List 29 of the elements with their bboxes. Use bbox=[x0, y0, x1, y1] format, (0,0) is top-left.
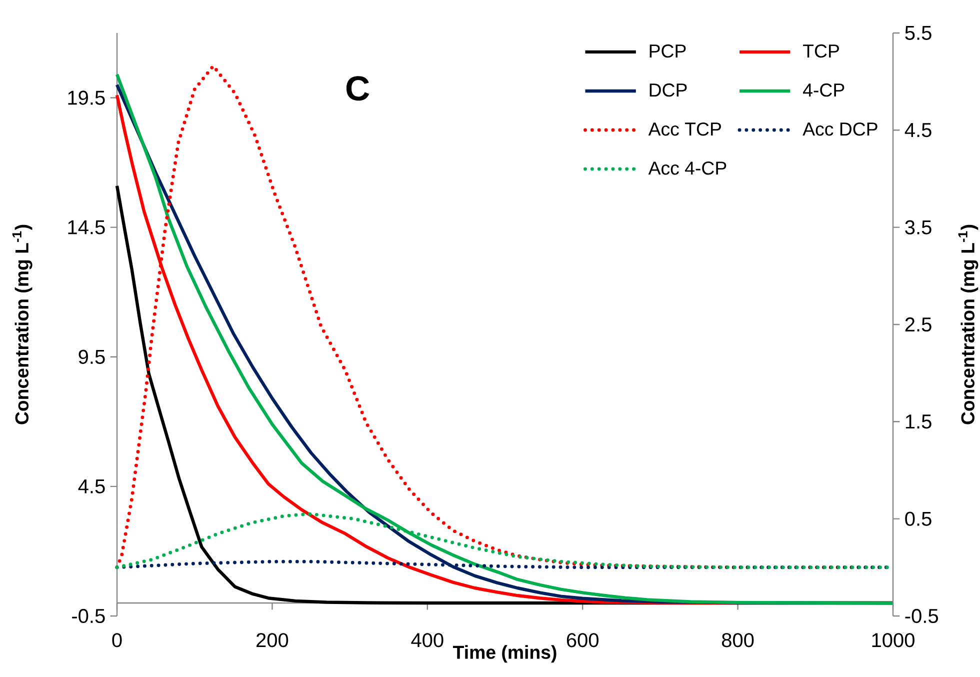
x-tick-label: 200 bbox=[256, 633, 288, 648]
y2-tick-label: 2.5 bbox=[905, 317, 932, 332]
y2-axis-title: Concentration (mg L$^{-1}$) bbox=[958, 224, 978, 424]
y-tick-label: 19.5 bbox=[68, 90, 105, 105]
legend-label: Acc TCP bbox=[648, 122, 721, 136]
x-tick-label: 0 bbox=[112, 633, 122, 648]
y2-tick-label: 0.5 bbox=[905, 512, 932, 526]
y-tick-label: 14.5 bbox=[68, 220, 105, 234]
y2-tick-label: 1.5 bbox=[906, 414, 932, 429]
legend-label: PCP bbox=[650, 44, 686, 58]
legend-label: Acc DCP bbox=[802, 122, 878, 136]
y-tick-label: 9.5 bbox=[78, 350, 105, 364]
x-tick-label: 600 bbox=[566, 633, 598, 648]
y2-tick-label: 5.5 bbox=[905, 26, 932, 40]
x-axis-title: Time (mins) bbox=[453, 645, 556, 663]
y2-tick-label: 3.5 bbox=[905, 220, 932, 234]
y-tick-label: -0.5 bbox=[72, 608, 105, 624]
legend-label: TCP bbox=[803, 44, 839, 58]
x-tick-label: 400 bbox=[411, 633, 444, 648]
x-tick-label: 1000 bbox=[872, 633, 914, 648]
legend-label: 4-CP bbox=[803, 83, 844, 97]
y2-tick-label: -0.5 bbox=[905, 608, 938, 624]
y-tick-label: 4.5 bbox=[78, 479, 105, 494]
x-tick-label: 800 bbox=[722, 633, 754, 648]
y2-tick-label: 4.5 bbox=[904, 123, 932, 138]
legend-label: Acc 4-CP bbox=[648, 162, 726, 175]
y-axis-title: Concentration (mg L$^{-1}$) bbox=[12, 224, 32, 424]
legend-label: DCP bbox=[650, 83, 687, 97]
annotation: C bbox=[346, 76, 370, 101]
